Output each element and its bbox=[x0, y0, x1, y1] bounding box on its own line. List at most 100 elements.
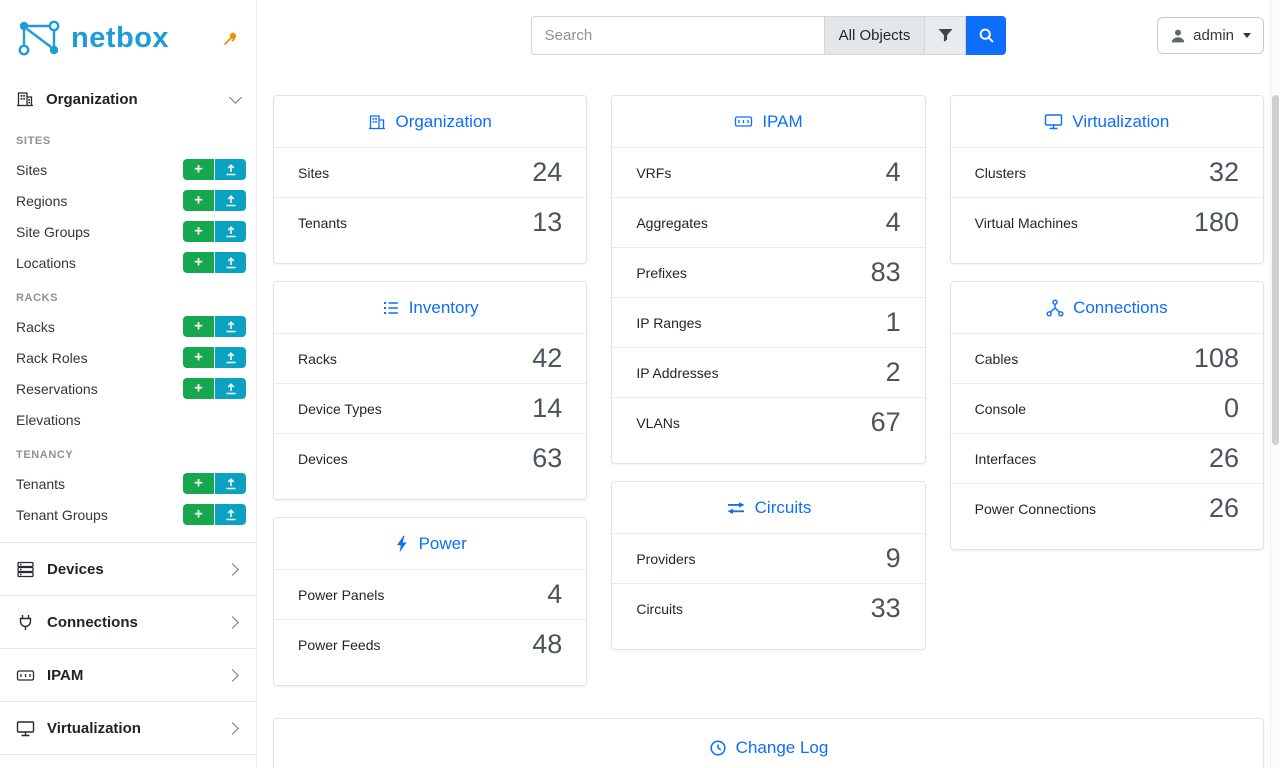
sidebar-item-sites[interactable]: Sites + bbox=[0, 154, 256, 185]
sidebar-item-label[interactable]: Sites bbox=[16, 161, 48, 178]
stat-value[interactable]: 108 bbox=[1193, 343, 1239, 373]
card-title-link[interactable]: Organization bbox=[395, 111, 492, 131]
sidebar-item-label[interactable]: Tenant Groups bbox=[16, 506, 108, 523]
search-input[interactable] bbox=[530, 16, 824, 55]
stat-value[interactable]: 1 bbox=[885, 307, 901, 337]
import-button[interactable] bbox=[215, 190, 246, 211]
sidebar-item-rack-roles[interactable]: Rack Roles + bbox=[0, 342, 256, 373]
stat-label-link[interactable]: Racks bbox=[298, 350, 337, 367]
card-title-link[interactable]: Virtualization bbox=[1072, 111, 1170, 131]
sidebar-item-virtualization[interactable]: Virtualization bbox=[0, 701, 256, 754]
stat-label-link[interactable]: Power Connections bbox=[974, 500, 1097, 517]
card-title-link[interactable]: Change Log bbox=[735, 738, 829, 757]
stat-value[interactable]: 42 bbox=[532, 343, 563, 373]
add-button[interactable]: + bbox=[183, 221, 214, 242]
add-button[interactable]: + bbox=[183, 190, 214, 211]
import-button[interactable] bbox=[215, 473, 246, 494]
stat-label-link[interactable]: IP Ranges bbox=[636, 314, 702, 331]
stat-label-link[interactable]: VRFs bbox=[636, 164, 672, 181]
stat-value[interactable]: 83 bbox=[870, 257, 901, 287]
netbox-logo-icon[interactable] bbox=[16, 17, 62, 59]
stat-label-link[interactable]: Aggregates bbox=[636, 214, 708, 231]
add-button[interactable]: + bbox=[183, 159, 214, 180]
stat-value[interactable]: 63 bbox=[532, 443, 563, 473]
sidebar-item-label[interactable]: Regions bbox=[16, 192, 68, 209]
pin-sidebar-icon[interactable] bbox=[223, 31, 238, 46]
stat-value[interactable]: 67 bbox=[870, 407, 901, 437]
import-button[interactable] bbox=[215, 316, 246, 337]
sidebar-item-label[interactable]: Elevations bbox=[16, 411, 81, 428]
object-type-selector[interactable]: All Objects bbox=[823, 16, 925, 55]
add-button[interactable]: + bbox=[183, 378, 214, 399]
add-button[interactable]: + bbox=[183, 316, 214, 337]
card-title-link[interactable]: Inventory bbox=[408, 297, 479, 317]
stat-value[interactable]: 4 bbox=[885, 157, 901, 187]
page-scrollbar-track[interactable] bbox=[1270, 0, 1280, 768]
stat-value[interactable]: 13 bbox=[532, 207, 563, 237]
stat-label-link[interactable]: Cables bbox=[974, 350, 1019, 367]
sidebar-item-label[interactable]: Racks bbox=[16, 318, 55, 335]
stat-label-link[interactable]: Console bbox=[974, 400, 1027, 417]
stat-value[interactable]: 33 bbox=[870, 593, 901, 623]
sidebar-item-locations[interactable]: Locations + bbox=[0, 247, 256, 278]
card-title-link[interactable]: IPAM bbox=[762, 111, 803, 131]
sidebar-item-label[interactable]: Rack Roles bbox=[16, 349, 88, 366]
import-button[interactable] bbox=[215, 504, 246, 525]
netbox-logo-text[interactable]: netbox bbox=[71, 21, 170, 54]
stat-value[interactable]: 26 bbox=[1208, 443, 1239, 473]
sidebar-item-devices[interactable]: Devices bbox=[0, 542, 256, 595]
sidebar-item-regions[interactable]: Regions + bbox=[0, 185, 256, 216]
stat-value[interactable]: 180 bbox=[1193, 207, 1239, 237]
card-title-link[interactable]: Connections bbox=[1073, 297, 1168, 317]
sidebar-item-tenant-groups[interactable]: Tenant Groups + bbox=[0, 499, 256, 530]
stat-value[interactable]: 32 bbox=[1208, 157, 1239, 187]
import-button[interactable] bbox=[215, 378, 246, 399]
sidebar-item-connections[interactable]: Connections bbox=[0, 595, 256, 648]
stat-label-link[interactable]: Providers bbox=[636, 550, 696, 567]
sidebar-item-tenants[interactable]: Tenants + bbox=[0, 468, 256, 499]
stat-value[interactable]: 26 bbox=[1208, 493, 1239, 523]
stat-label-link[interactable]: Clusters bbox=[974, 164, 1027, 181]
import-button[interactable] bbox=[215, 347, 246, 368]
stat-label-link[interactable]: Interfaces bbox=[974, 450, 1037, 467]
search-submit-button[interactable] bbox=[966, 16, 1007, 55]
stat-value[interactable]: 4 bbox=[885, 207, 901, 237]
card-title-link[interactable]: Circuits bbox=[754, 497, 812, 517]
add-button[interactable]: + bbox=[183, 504, 214, 525]
stat-value[interactable]: 0 bbox=[1223, 393, 1239, 423]
stat-value[interactable]: 4 bbox=[547, 579, 563, 609]
stat-label-link[interactable]: VLANs bbox=[636, 414, 680, 431]
stat-value[interactable]: 14 bbox=[532, 393, 563, 423]
stat-label-link[interactable]: Device Types bbox=[298, 400, 382, 417]
stat-value[interactable]: 2 bbox=[885, 357, 901, 387]
stat-value[interactable]: 24 bbox=[532, 157, 563, 187]
import-button[interactable] bbox=[215, 221, 246, 242]
stat-label-link[interactable]: Virtual Machines bbox=[974, 214, 1078, 231]
sidebar-item-elevations[interactable]: Elevations bbox=[0, 404, 256, 435]
sidebar-item-reservations[interactable]: Reservations + bbox=[0, 373, 256, 404]
add-button[interactable]: + bbox=[183, 473, 214, 494]
stat-label-link[interactable]: Power Panels bbox=[298, 586, 385, 603]
sidebar-item-label[interactable]: Tenants bbox=[16, 475, 66, 492]
stat-value[interactable]: 48 bbox=[532, 629, 563, 659]
sidebar-item-ipam[interactable]: IPAM bbox=[0, 648, 256, 701]
stat-label-link[interactable]: Prefixes bbox=[636, 264, 687, 281]
add-button[interactable]: + bbox=[183, 252, 214, 273]
stat-label-link[interactable]: Circuits bbox=[636, 600, 683, 617]
filter-button[interactable] bbox=[924, 16, 967, 55]
sidebar-item-racks[interactable]: Racks + bbox=[0, 311, 256, 342]
user-menu-button[interactable]: admin bbox=[1157, 17, 1264, 54]
sidebar-item-site-groups[interactable]: Site Groups + bbox=[0, 216, 256, 247]
stat-label-link[interactable]: IP Addresses bbox=[636, 364, 719, 381]
import-button[interactable] bbox=[215, 159, 246, 180]
sidebar-item-label[interactable]: Site Groups bbox=[16, 223, 90, 240]
stat-label-link[interactable]: Devices bbox=[298, 450, 348, 467]
page-scrollbar-thumb[interactable] bbox=[1272, 95, 1279, 445]
stat-value[interactable]: 9 bbox=[885, 543, 901, 573]
sidebar-item-label[interactable]: Reservations bbox=[16, 380, 98, 397]
add-button[interactable]: + bbox=[183, 347, 214, 368]
stat-label-link[interactable]: Tenants bbox=[298, 214, 348, 231]
card-title-link[interactable]: Power bbox=[418, 533, 467, 553]
sidebar-item-label[interactable]: Locations bbox=[16, 254, 76, 271]
stat-label-link[interactable]: Sites bbox=[298, 164, 330, 181]
